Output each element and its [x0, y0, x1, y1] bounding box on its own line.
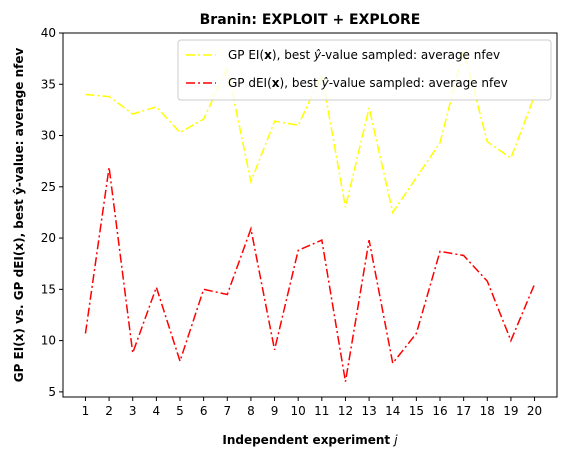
x-tick-label: 1: [82, 404, 90, 418]
x-tick-label: 18: [480, 404, 495, 418]
y-tick-label: 20: [41, 231, 56, 245]
x-tick-label: 8: [247, 404, 255, 418]
x-tick-label: 11: [314, 404, 329, 418]
y-tick-label: 25: [41, 180, 56, 194]
x-tick-label: 16: [432, 404, 447, 418]
y-tick-label: 30: [41, 129, 56, 143]
legend: GP EI(x), best ŷ-value sampled: average …: [177, 39, 552, 101]
x-tick-label: 17: [456, 404, 471, 418]
y-tick-label: 15: [41, 282, 56, 296]
legend-box: [177, 39, 552, 101]
x-tick-label: 9: [271, 404, 279, 418]
x-tick-label: 5: [176, 404, 184, 418]
y-tick-label: 5: [48, 385, 56, 399]
legend-label: GP EI(x), best ŷ-value sampled: average …: [228, 48, 500, 62]
x-tick-label: 13: [361, 404, 376, 418]
y-axis-label: GP EI(x) vs. GP dEI(x), best ŷ-value: av…: [12, 48, 26, 383]
plot-frame: [62, 32, 558, 398]
x-tick-label: 20: [527, 404, 542, 418]
x-tick-label: 2: [105, 404, 113, 418]
x-tick-label: 7: [223, 404, 231, 418]
x-tick-label: 15: [409, 404, 424, 418]
x-axis-label: Independent experiment j: [222, 433, 398, 447]
chart-title: Branin: EXPLOIT + EXPLORE: [200, 12, 421, 28]
x-tick-label: 10: [291, 404, 306, 418]
y-tick-label: 35: [41, 77, 56, 91]
x-tick-label: 6: [200, 404, 208, 418]
x-tick-label: 12: [338, 404, 353, 418]
x-tick-label: 19: [503, 404, 518, 418]
series-line-gp-dei: [84, 167, 536, 382]
legend-label: GP dEI(x), best ŷ-value sampled: average…: [228, 76, 508, 90]
y-tick-label: 40: [41, 26, 56, 40]
x-tick-label: 3: [129, 404, 137, 418]
x-tick-label: 14: [385, 404, 400, 418]
y-tick-label: 10: [41, 334, 56, 348]
x-tick-label: 4: [153, 404, 161, 418]
